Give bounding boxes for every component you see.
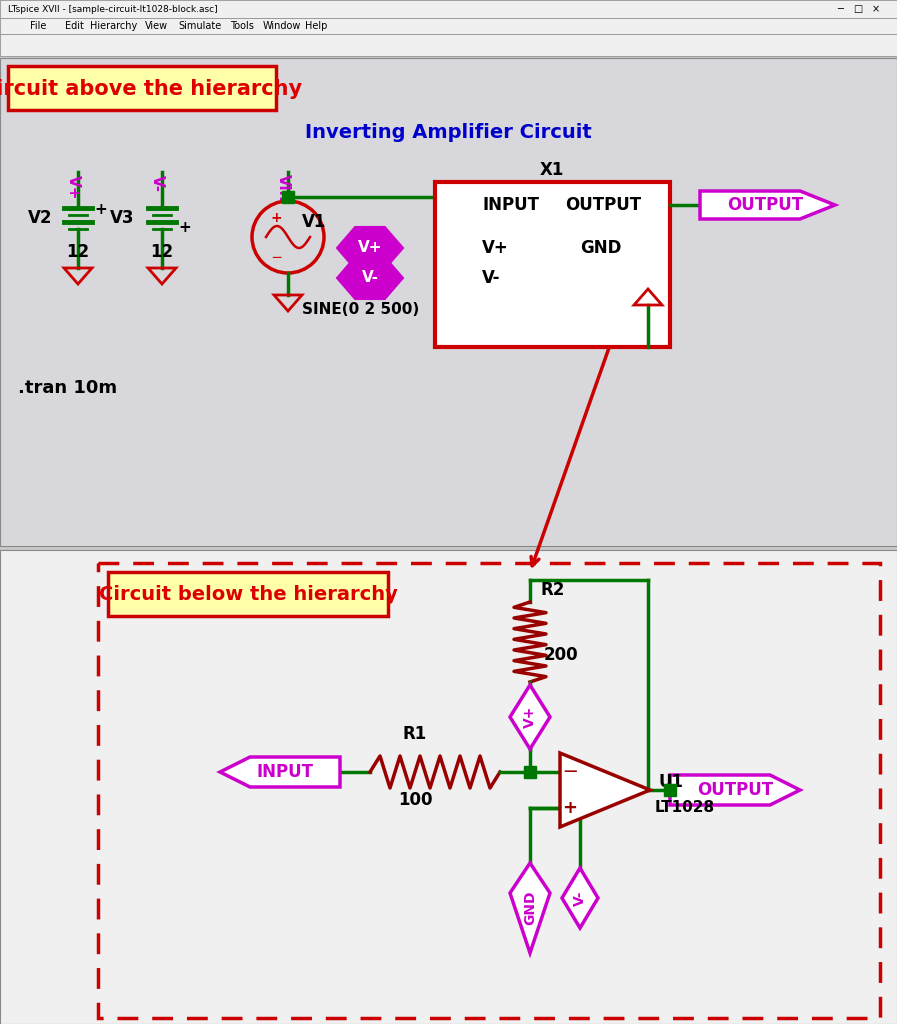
Text: Inverting Amplifier Circuit: Inverting Amplifier Circuit bbox=[305, 123, 591, 141]
Text: SINE(0 2 500): SINE(0 2 500) bbox=[302, 302, 419, 317]
Text: Vin: Vin bbox=[275, 174, 291, 202]
Text: Tools: Tools bbox=[230, 22, 254, 31]
Text: V-: V- bbox=[573, 890, 587, 906]
Text: Circuit below the hierarchy: Circuit below the hierarchy bbox=[99, 586, 397, 604]
Text: +: + bbox=[562, 799, 578, 817]
Text: 12: 12 bbox=[151, 243, 173, 261]
Text: Hierarchy: Hierarchy bbox=[90, 22, 137, 31]
Text: GND: GND bbox=[523, 891, 537, 926]
Polygon shape bbox=[220, 757, 340, 787]
Text: Help: Help bbox=[305, 22, 327, 31]
Text: V+: V+ bbox=[358, 241, 382, 256]
Text: ─: ─ bbox=[564, 763, 576, 781]
Polygon shape bbox=[510, 863, 550, 953]
Text: Simulate: Simulate bbox=[178, 22, 222, 31]
Text: GND: GND bbox=[580, 239, 622, 257]
FancyBboxPatch shape bbox=[0, 550, 897, 1024]
Text: LT1028: LT1028 bbox=[655, 801, 715, 815]
Text: OUTPUT: OUTPUT bbox=[727, 196, 803, 214]
Text: ×: × bbox=[872, 4, 880, 14]
Text: ─: ─ bbox=[837, 4, 843, 14]
Text: .tran 10m: .tran 10m bbox=[18, 379, 118, 397]
Text: File: File bbox=[30, 22, 47, 31]
Text: INPUT: INPUT bbox=[482, 196, 539, 214]
Text: U1: U1 bbox=[658, 773, 683, 791]
FancyBboxPatch shape bbox=[0, 18, 897, 34]
Text: V-: V- bbox=[150, 175, 164, 193]
Text: V2: V2 bbox=[28, 209, 52, 227]
Polygon shape bbox=[510, 685, 550, 749]
FancyBboxPatch shape bbox=[435, 182, 670, 347]
FancyBboxPatch shape bbox=[0, 58, 897, 546]
FancyBboxPatch shape bbox=[0, 0, 897, 18]
Text: R1: R1 bbox=[403, 725, 427, 743]
Text: INPUT: INPUT bbox=[257, 763, 313, 781]
Text: R2: R2 bbox=[540, 581, 564, 599]
Text: V1: V1 bbox=[302, 213, 327, 231]
Polygon shape bbox=[700, 191, 835, 219]
Polygon shape bbox=[337, 227, 403, 269]
Text: V+: V+ bbox=[482, 239, 509, 257]
Text: V-: V- bbox=[361, 270, 379, 286]
Polygon shape bbox=[560, 753, 650, 827]
FancyBboxPatch shape bbox=[0, 34, 897, 56]
Text: OUTPUT: OUTPUT bbox=[697, 781, 773, 799]
Text: View: View bbox=[145, 22, 168, 31]
Text: Circuit above the hierarchy: Circuit above the hierarchy bbox=[0, 79, 302, 99]
Text: V+: V+ bbox=[65, 175, 81, 200]
Text: Edit: Edit bbox=[65, 22, 84, 31]
Text: V-: V- bbox=[482, 269, 501, 287]
Polygon shape bbox=[670, 775, 800, 805]
Text: Window: Window bbox=[263, 22, 301, 31]
Text: +: + bbox=[270, 211, 282, 225]
Text: V3: V3 bbox=[109, 209, 134, 227]
Text: X1: X1 bbox=[540, 161, 564, 179]
Text: +: + bbox=[94, 203, 107, 217]
Text: LTspice XVII - [sample-circuit-lt1028-block.asc]: LTspice XVII - [sample-circuit-lt1028-bl… bbox=[8, 4, 218, 13]
Text: 200: 200 bbox=[544, 646, 579, 664]
Text: □: □ bbox=[853, 4, 863, 14]
Text: V+: V+ bbox=[523, 706, 537, 728]
Text: +: + bbox=[178, 220, 191, 236]
FancyBboxPatch shape bbox=[8, 66, 276, 110]
Polygon shape bbox=[562, 868, 598, 928]
Polygon shape bbox=[337, 257, 403, 299]
FancyBboxPatch shape bbox=[108, 572, 388, 616]
Text: 12: 12 bbox=[66, 243, 90, 261]
Text: 100: 100 bbox=[397, 791, 432, 809]
Text: OUTPUT: OUTPUT bbox=[565, 196, 641, 214]
Text: ─: ─ bbox=[272, 251, 280, 265]
